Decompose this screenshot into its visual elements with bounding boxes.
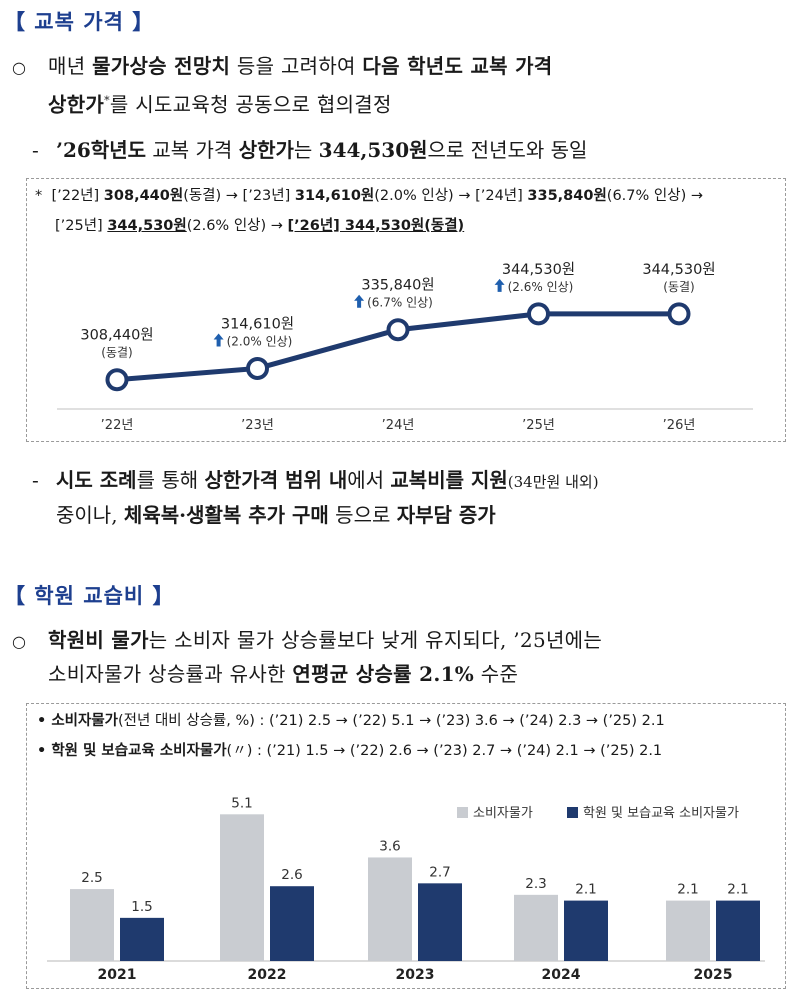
bar-cpi-2024	[514, 894, 558, 961]
bar-value-label: 2.6	[281, 867, 302, 883]
x-tick-label: 2022	[248, 967, 287, 983]
cpi-note-line: • 소비자물가(전년 대비 상승률, %) : (’21) 2.5 → (’22…	[37, 713, 665, 729]
x-tick-label: 2024	[542, 967, 581, 983]
x-tick-label: 2023	[396, 967, 435, 983]
uniform-price-note-line1: * [’22년] 308,440원(동결) → [’23년] 314,610원(…	[35, 188, 703, 204]
up-arrow-icon	[354, 294, 365, 308]
bar-value-label: 3.6	[379, 838, 400, 854]
circle-bullet-icon: ○	[12, 632, 27, 651]
academy-fee-bar-chart: 2.5 1.5 2021 5.1 2.6 2022 3.6 2.7 2023 2.3 2.1 2024…	[47, 795, 765, 983]
bar-cpi-2022	[220, 814, 264, 961]
x-tick-label: ’24년	[382, 418, 415, 433]
bar-value-label: 2.1	[727, 882, 748, 898]
academy-fee-paragraph: ○ 학원비 물가는 소비자 물가 상승률보다 낮게 유지되다, ’25년에는 소비…	[12, 624, 782, 691]
up-arrow-shape	[213, 333, 224, 347]
change-label: (2.6% 인상)	[508, 280, 574, 294]
bar-academy-2023	[418, 883, 462, 961]
bar-value-label: 2.1	[677, 882, 698, 898]
value-label: 308,440원	[80, 327, 153, 344]
uniform-price-note-line2: [’25년] 344,530원(2.6% 인상) → [’26년] 344,53…	[55, 218, 465, 234]
section-title-uniform-price: 【 교복 가격 】	[4, 10, 155, 34]
bar-value-label: 2.5	[81, 870, 102, 886]
uniform-price-chart-box: * [’22년] 308,440원(동결) → [’23년] 314,610원(…	[26, 178, 786, 442]
x-tick-label: ’26년	[663, 418, 696, 433]
bar-cpi-2025	[666, 900, 710, 961]
change-label: (동결)	[101, 346, 132, 360]
bar-value-label: 2.7	[429, 864, 450, 880]
bar-cpi-2023	[368, 857, 412, 961]
bar-value-label: 2.1	[575, 882, 596, 898]
data-point-4	[527, 302, 550, 326]
academy-fee-chart-box: • 소비자물가(전년 대비 상승률, %) : (’21) 2.5 → (’22…	[26, 703, 786, 989]
value-label: 344,530원	[642, 261, 715, 278]
bar-value-label: 1.5	[131, 899, 152, 915]
x-tick-label: 2025	[694, 967, 733, 983]
bar-academy-2022	[270, 886, 314, 961]
up-arrow-shape	[354, 294, 365, 308]
up-arrow-icon	[494, 278, 505, 292]
uniform-price-line-chart: ’22년 308,440원 (동결) ’23년 314,610원 (2.0% 인상) ’24…	[57, 261, 753, 433]
bar-academy-2021	[120, 917, 164, 961]
academy-cpi-note-line: • 학원 및 보습교육 소비자물가(〃) : (’21) 1.5 → (’22)…	[37, 743, 663, 759]
bar-academy-2025	[716, 900, 760, 961]
x-tick-label: 2021	[98, 967, 137, 983]
uniform-2026-cap-line: - ’26학년도 교복 가격 상한가는 344,530원으로 전년도와 동일	[32, 138, 588, 162]
legend-swatch-academy	[567, 807, 578, 818]
bar-cpi-2021	[70, 889, 114, 961]
value-label: 314,610원	[221, 315, 294, 332]
data-point-2	[246, 356, 269, 380]
legend-label-academy: 학원 및 보습교육 소비자물가	[583, 806, 739, 821]
up-arrow-shape	[494, 278, 505, 292]
x-tick-label: ’23년	[241, 418, 274, 433]
data-point-3	[386, 318, 410, 342]
data-point-5	[667, 302, 691, 326]
circle-bullet-icon: ○	[12, 58, 27, 77]
uniform-support-paragraph: - 시도 조례를 통해 상한가격 범위 내에서 교복비를 지원(34만원 내외) …	[32, 468, 599, 527]
uniform-price-paragraph: ○ 매년 물가상승 전망치 등을 고려하여 다음 학년도 교복 가격 상한가*를 …	[12, 50, 782, 122]
value-label: 344,530원	[502, 261, 575, 278]
change-label: (동결)	[663, 280, 694, 294]
bar-academy-2024	[564, 900, 608, 961]
bar-value-label: 2.3	[525, 876, 546, 892]
bar-value-label: 5.1	[231, 795, 252, 811]
up-arrow-icon	[213, 333, 224, 347]
legend-label-cpi: 소비자물가	[473, 806, 533, 821]
legend-swatch-cpi	[457, 807, 468, 818]
x-tick-label: ’25년	[522, 418, 555, 433]
change-label: (2.0% 인상)	[227, 334, 293, 348]
data-point-1	[105, 368, 129, 392]
change-label: (6.7% 인상)	[367, 296, 433, 310]
x-tick-label: ’22년	[101, 418, 134, 433]
value-label: 335,840원	[361, 277, 434, 294]
section-title-academy-fee: 【 학원 교습비 】	[4, 584, 175, 608]
